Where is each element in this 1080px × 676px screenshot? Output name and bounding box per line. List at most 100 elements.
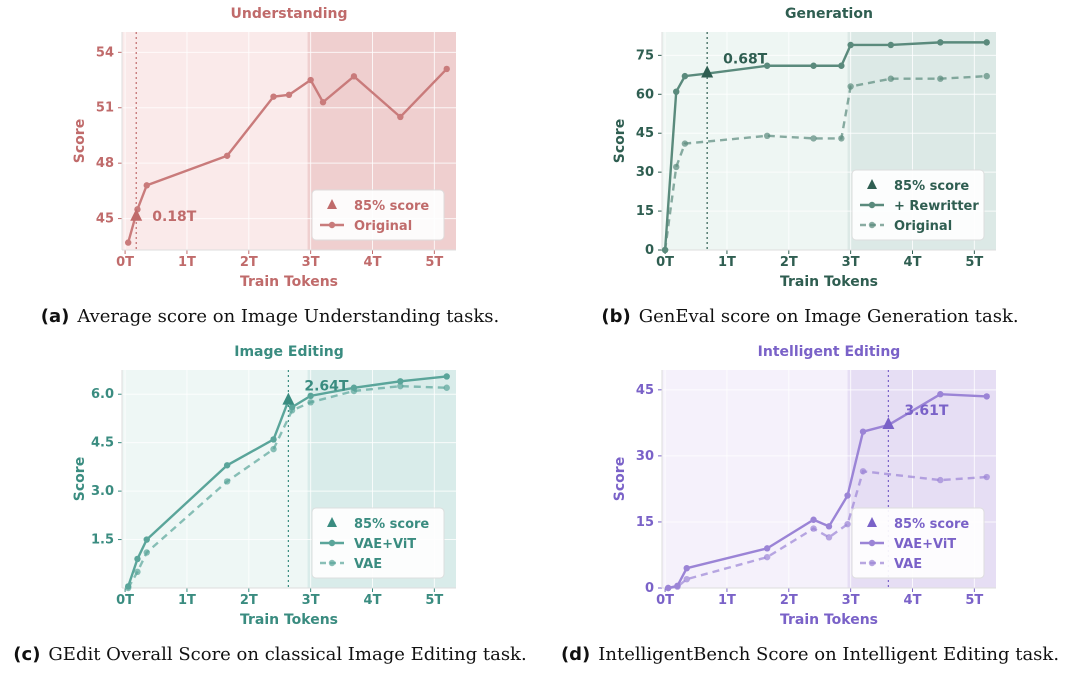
- data-point: [223, 462, 231, 469]
- data-point: [810, 525, 817, 532]
- series-line: [668, 469, 987, 590]
- threshold-triangle-marker: [130, 208, 143, 221]
- x-tick-label: 0T: [116, 593, 134, 608]
- y-tick-label: 3.0: [91, 484, 114, 499]
- legend-point-icon: [868, 201, 876, 209]
- data-point: [270, 436, 277, 443]
- data-point: [983, 39, 990, 46]
- data-point: [763, 545, 771, 552]
- data-point: [847, 83, 854, 90]
- x-axis-label: Train Tokens: [240, 274, 338, 290]
- data-point: [124, 584, 132, 592]
- data-point: [397, 378, 404, 385]
- caption-text: Average score on Image Understanding tas…: [77, 306, 500, 327]
- x-tick-label: 0T: [656, 593, 674, 608]
- x-tick-label: 5T: [965, 593, 983, 608]
- series-line: [663, 74, 987, 251]
- data-point: [887, 75, 895, 82]
- chart-image-editing: 0T 1T 2T 3T 4T 5T 1.5 3.0 4.5 6.0 Image Editing Tra…: [72, 344, 456, 628]
- data-point: [443, 373, 450, 380]
- y-tick-label: 51: [96, 101, 114, 116]
- data-point: [223, 478, 231, 485]
- data-point: [937, 39, 944, 46]
- legend-triangle-icon: [867, 517, 877, 527]
- legend-box: [311, 507, 445, 579]
- data-point: [983, 473, 990, 481]
- data-point: [763, 553, 771, 561]
- data-point: [983, 72, 990, 80]
- data-point: [763, 132, 771, 140]
- y-axis-label: Score: [612, 119, 628, 163]
- data-point: [859, 468, 867, 475]
- data-point: [844, 520, 851, 528]
- data-point: [844, 492, 851, 499]
- data-point: [661, 246, 669, 254]
- y-tick-label: 4.5: [91, 436, 114, 451]
- legend-point-icon: [868, 221, 876, 229]
- y-tick-label: 75: [636, 48, 654, 63]
- x-tick-label: 5T: [425, 593, 443, 608]
- y-tick-label: 60: [636, 87, 654, 102]
- x-tick-label: 5T: [425, 255, 443, 270]
- chart-generation: 0T 1T 2T 3T 4T 5T 0 15 30 45 60 75 Generation Train T…: [612, 6, 996, 290]
- data-point: [937, 391, 944, 398]
- x-tick-label: 3T: [842, 593, 860, 608]
- data-point: [124, 239, 132, 246]
- y-tick-label: 30: [636, 449, 654, 464]
- data-point: [307, 392, 314, 400]
- y-tick-label: 30: [636, 165, 654, 180]
- data-point: [285, 91, 293, 99]
- x-tick-label: 2T: [240, 593, 258, 608]
- data-point: [810, 516, 817, 523]
- x-tick-label: 4T: [364, 593, 382, 608]
- marker-label: 0.68T: [723, 52, 768, 68]
- data-point: [763, 62, 771, 69]
- data-point: [288, 407, 296, 414]
- caption-text: GEdit Overall Score on classical Image E…: [48, 644, 527, 665]
- x-tick-label: 5T: [965, 255, 983, 270]
- legend-point-icon: [328, 221, 336, 229]
- data-point: [673, 163, 680, 171]
- data-point: [810, 135, 817, 142]
- y-tick-label: 1.5: [91, 533, 114, 548]
- data-point: [134, 555, 141, 563]
- marker-label: 3.61T: [904, 403, 949, 419]
- legend-label: 85% score: [354, 199, 429, 214]
- x-tick-label: 1T: [178, 593, 196, 608]
- legend-label: VAE+ViT: [354, 537, 416, 552]
- data-point: [859, 428, 867, 435]
- data-point: [319, 99, 327, 106]
- data-point: [937, 75, 944, 82]
- chart-title: Understanding: [230, 6, 347, 22]
- x-tick-label: 3T: [302, 593, 320, 608]
- data-point: [847, 41, 854, 49]
- marker-label: 0.18T: [152, 209, 197, 225]
- data-point: [887, 41, 895, 49]
- chart-title: Intelligent Editing: [758, 344, 901, 360]
- x-tick-label: 1T: [718, 255, 736, 270]
- caption-c: (c) GEdit Overall Score on classical Imag…: [0, 644, 540, 665]
- y-axis-label: Score: [72, 457, 88, 501]
- x-tick-label: 3T: [302, 255, 320, 270]
- x-tick-label: 4T: [904, 255, 922, 270]
- threshold-triangle-marker: [701, 65, 714, 78]
- chart-understanding: 0T 1T 2T 3T 4T 5T 45 48 51 54 Understanding Train T…: [72, 6, 456, 290]
- caption-b: (b) GenEval score on Image Generation tas…: [540, 306, 1080, 327]
- data-point: [983, 393, 990, 400]
- legend-point-icon: [868, 539, 876, 547]
- data-point: [223, 152, 231, 159]
- x-tick-label: 4T: [364, 255, 382, 270]
- threshold-triangle-marker: [282, 392, 295, 405]
- data-point: [143, 549, 150, 556]
- legend-triangle-icon: [327, 517, 337, 527]
- x-tick-label: 2T: [240, 255, 258, 270]
- x-tick-label: 1T: [718, 593, 736, 608]
- data-point: [270, 445, 277, 453]
- marker-label: 2.64T: [304, 379, 349, 395]
- threshold-triangle-marker: [882, 417, 895, 430]
- y-axis-label: Score: [72, 119, 88, 163]
- data-point: [307, 399, 314, 406]
- legend-point-icon: [868, 559, 876, 567]
- caption-tag: (a): [40, 306, 70, 327]
- data-point: [681, 140, 689, 147]
